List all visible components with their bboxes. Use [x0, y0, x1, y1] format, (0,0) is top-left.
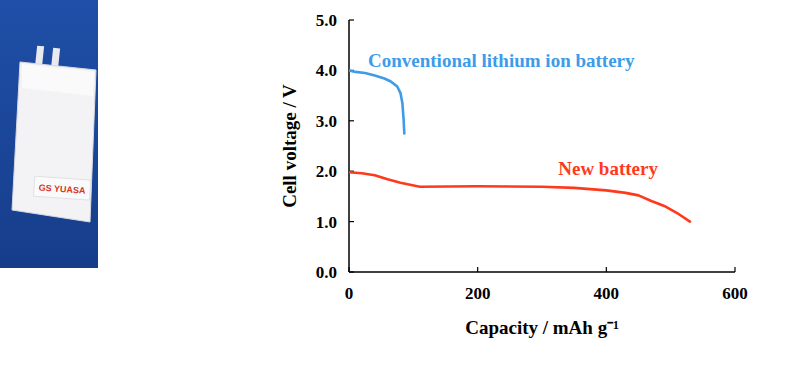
x-tick-label: 600: [722, 284, 748, 303]
photo-background: [0, 0, 98, 268]
series-line: [349, 70, 404, 133]
y-tick-label: 2.0: [316, 162, 337, 181]
y-tick: [349, 120, 354, 121]
y-axis-title: Cell voltage / V: [279, 84, 300, 208]
battery-highlight: [22, 64, 94, 96]
series-line: [349, 172, 690, 221]
y-tick-label: 5.0: [316, 11, 337, 30]
x-axis-title: Capacity / mAh g⁻¹: [465, 317, 619, 338]
series-label: Conventional lithium ion battery: [368, 50, 635, 71]
x-tick-label: 400: [594, 284, 620, 303]
y-tick-label: 1.0: [316, 213, 337, 232]
y-tick-label: 3.0: [316, 112, 337, 131]
battery-label: [34, 176, 91, 200]
battery-pouch: [12, 62, 96, 222]
series-label: New battery: [558, 158, 658, 179]
axes: 0.0 1.0 2.0 3.0 4.0 5.0 0 200 400 600: [316, 11, 748, 303]
x-tick-label: 200: [465, 284, 491, 303]
x-tick: [348, 267, 349, 272]
x-tick-label: 0: [345, 284, 354, 303]
battery-photo: GS YUASA: [0, 0, 98, 268]
battery-label-text: GS YUASA: [38, 183, 86, 196]
plot-area: [349, 70, 690, 221]
y-axis-line: [348, 20, 350, 272]
figure: GS YUASA 0.0 1.0 2.0 3.0 4.0 5.0 0 200 400 600 Capa…: [0, 0, 800, 366]
y-tick-label: 4.0: [316, 61, 337, 80]
x-tick: [606, 267, 607, 272]
y-tick: [349, 221, 354, 222]
battery-label-group: GS YUASA: [34, 176, 91, 200]
y-tick: [349, 19, 354, 20]
y-tick-label: 0.0: [316, 263, 337, 282]
x-axis-line: [349, 271, 735, 273]
y-tick: [349, 271, 354, 272]
x-tick: [734, 267, 735, 272]
x-tick: [477, 267, 478, 272]
